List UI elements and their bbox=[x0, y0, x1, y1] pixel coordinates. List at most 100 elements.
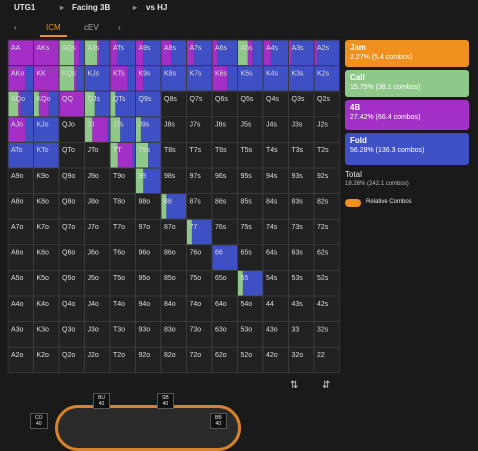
cell bbox=[109, 244, 136, 271]
action-detail: 15.75% (38.1 combos) bbox=[350, 84, 421, 91]
hand-label: 63o bbox=[215, 326, 227, 333]
hand-label: 93o bbox=[139, 326, 151, 333]
hand-label: Q4s bbox=[266, 96, 279, 103]
hand-label: QJs bbox=[88, 96, 101, 103]
action-segment bbox=[140, 117, 161, 142]
swap-icon[interactable]: ⇵ bbox=[322, 380, 331, 391]
tab[interactable]: cEV bbox=[84, 23, 99, 32]
hand-label: 53s bbox=[292, 275, 304, 282]
toggle[interactable] bbox=[345, 199, 361, 207]
hand-label: 42s bbox=[317, 301, 329, 308]
cell bbox=[288, 193, 315, 220]
cell bbox=[186, 346, 213, 374]
cell bbox=[288, 167, 315, 194]
cell bbox=[84, 193, 111, 220]
hand-label: 88 bbox=[164, 198, 172, 205]
cell bbox=[237, 142, 264, 169]
action-segment bbox=[117, 142, 133, 168]
action-detail: 2.27% (5.4 combos) bbox=[350, 54, 413, 61]
legend-item[interactable]: Jam 2.27% (5.4 combos) bbox=[345, 40, 469, 67]
cell bbox=[135, 218, 162, 246]
scenario[interactable]: Facing 3B bbox=[72, 3, 111, 12]
hand-label: A9o bbox=[11, 173, 24, 180]
hand-label: 32o bbox=[292, 352, 304, 359]
cell bbox=[84, 295, 111, 322]
action-segment bbox=[8, 117, 26, 142]
tab[interactable]: ICM bbox=[40, 23, 67, 37]
opponent[interactable]: vs HJ bbox=[146, 3, 168, 12]
hand-label: 75o bbox=[190, 275, 202, 282]
cell bbox=[313, 270, 340, 297]
hand-label: 74o bbox=[190, 301, 202, 308]
hand-label: 97s bbox=[190, 173, 202, 180]
cell bbox=[237, 244, 264, 271]
cell bbox=[262, 270, 289, 297]
seat-stack: 40 bbox=[215, 421, 222, 427]
action-segment bbox=[79, 40, 84, 66]
cell bbox=[313, 321, 340, 348]
hand-label: T6o bbox=[113, 250, 125, 257]
cell bbox=[211, 116, 238, 143]
cell bbox=[288, 295, 315, 322]
cell bbox=[211, 193, 238, 220]
hand-label: K7s bbox=[190, 70, 203, 77]
action-segment bbox=[263, 40, 271, 66]
action-segment bbox=[143, 40, 161, 66]
hand-label: A8s bbox=[164, 45, 177, 52]
hand-label: KJs bbox=[88, 70, 100, 77]
hand-label: AJo bbox=[11, 122, 23, 129]
hand-label: 87s bbox=[190, 198, 202, 205]
cell bbox=[160, 116, 187, 143]
hand-label: A2s bbox=[317, 45, 330, 52]
legend-item[interactable]: Fold 56.28% (136.3 combos) bbox=[345, 133, 469, 165]
hand-label: 72o bbox=[190, 352, 202, 359]
cell bbox=[33, 193, 60, 220]
action-segment bbox=[289, 40, 292, 66]
cell bbox=[237, 193, 264, 220]
seat: SB 40 bbox=[157, 393, 174, 409]
cell bbox=[186, 167, 213, 194]
cell bbox=[84, 142, 111, 169]
cell bbox=[288, 321, 315, 348]
hand-label: K8o bbox=[37, 198, 50, 205]
action-segment bbox=[291, 40, 314, 66]
action-segment bbox=[252, 40, 263, 66]
seat-name: SB bbox=[162, 395, 169, 401]
hand-label: QTs bbox=[113, 96, 126, 103]
hand-label: A2o bbox=[11, 352, 24, 359]
hand-label: 87o bbox=[164, 224, 176, 231]
cell bbox=[313, 295, 340, 322]
sort-icon[interactable]: ⇅ bbox=[290, 380, 299, 391]
hand-label: 82o bbox=[164, 352, 176, 359]
legend-item[interactable]: Call 15.75% (38.1 combos) bbox=[345, 70, 469, 97]
cell bbox=[135, 270, 162, 297]
hand-label: Q3o bbox=[62, 326, 75, 333]
cell bbox=[288, 218, 315, 246]
position[interactable]: UTG1 bbox=[14, 3, 36, 12]
sep: ▸ bbox=[133, 3, 138, 12]
cell bbox=[262, 295, 289, 322]
cell bbox=[313, 167, 340, 194]
hand-label: A5s bbox=[241, 45, 254, 52]
next-arrow[interactable]: › bbox=[118, 23, 121, 32]
seat-name: BB bbox=[215, 415, 222, 421]
prev-arrow[interactable]: ‹ bbox=[14, 23, 17, 32]
hand-label: T6s bbox=[215, 147, 227, 154]
cell bbox=[58, 116, 85, 143]
cell bbox=[313, 218, 340, 246]
action-segment bbox=[99, 40, 110, 66]
action-segment bbox=[25, 117, 33, 142]
hand-label: T7o bbox=[113, 224, 125, 231]
hand-label: K5o bbox=[37, 275, 50, 282]
hand-label: K9o bbox=[37, 173, 50, 180]
cell bbox=[313, 116, 340, 143]
action-name: Jam bbox=[350, 43, 367, 52]
range-grid: AA AKs AQs AJs ATs A9s A8s A7s A6s A5s A4s A3s A2s AK… bbox=[7, 39, 340, 374]
hand-label: 65s bbox=[241, 250, 253, 257]
hand-label: 98s bbox=[164, 173, 176, 180]
cell bbox=[186, 90, 213, 118]
action-segment bbox=[120, 117, 135, 142]
hand-label: 96o bbox=[139, 250, 151, 257]
legend-item[interactable]: 4B 27.42% (66.4 combos) bbox=[345, 100, 469, 130]
hand-label: 92s bbox=[317, 173, 329, 180]
